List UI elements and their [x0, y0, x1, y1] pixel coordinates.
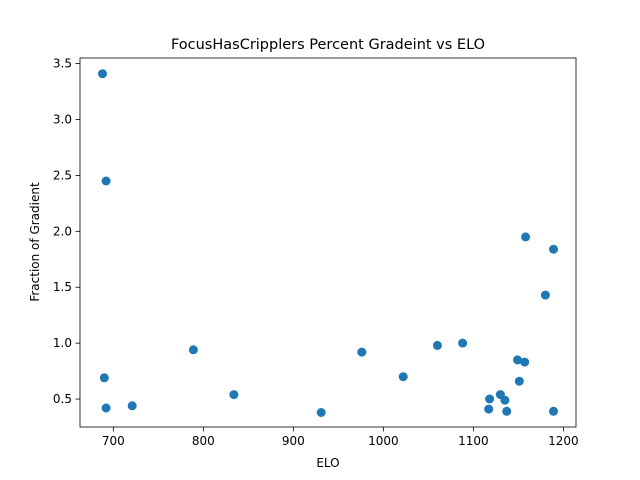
x-tick-label: 800	[192, 434, 215, 448]
x-tick-label: 1200	[548, 434, 579, 448]
data-point-4	[127, 401, 137, 411]
x-axis-label: ELO	[316, 456, 339, 470]
x-tick-label: 1100	[458, 434, 489, 448]
data-point-10	[432, 340, 442, 350]
data-point-19	[520, 357, 530, 367]
data-point-15	[500, 395, 510, 405]
data-point-6	[229, 390, 239, 400]
y-axis-label: Fraction of Gradient	[28, 182, 42, 302]
y-tick-label: 1.0	[53, 336, 72, 350]
y-tick-label: 3.0	[53, 113, 72, 127]
points-layer	[98, 69, 558, 417]
data-point-1	[101, 176, 111, 186]
data-point-16	[502, 406, 512, 416]
data-point-9	[398, 372, 408, 382]
y-tick-label: 3.5	[53, 57, 72, 71]
plot-frame	[79, 57, 577, 428]
data-point-3	[101, 403, 111, 413]
data-point-21	[540, 290, 550, 300]
chart-title: FocusHasCripplers Percent Gradeint vs EL…	[171, 37, 485, 53]
x-tick-label: 900	[282, 434, 305, 448]
x-tick-label: 700	[102, 434, 125, 448]
data-point-20	[521, 232, 531, 242]
x-axis-ticks: 700 800 900 1000 1100 1200	[102, 427, 579, 448]
data-point-22	[549, 244, 558, 254]
data-point-18	[514, 376, 524, 386]
y-tick-label: 2.0	[53, 224, 72, 238]
data-point-7	[316, 408, 326, 417]
data-point-11	[458, 338, 468, 348]
y-tick-label: 0.5	[53, 392, 72, 406]
data-point-17	[513, 355, 522, 365]
y-axis-ticks: 0.5 1.0 1.5 2.0 2.5 3.0 3.5	[53, 57, 80, 406]
data-point-0	[98, 69, 107, 79]
y-tick-label: 1.5	[53, 280, 72, 294]
data-point-5	[188, 345, 198, 355]
data-point-23	[549, 406, 558, 416]
data-point-13	[484, 404, 494, 414]
data-point-8	[357, 347, 367, 357]
x-tick-label: 1000	[368, 434, 399, 448]
data-point-12	[485, 394, 495, 404]
y-tick-label: 2.5	[53, 168, 72, 182]
data-point-2	[99, 373, 109, 383]
